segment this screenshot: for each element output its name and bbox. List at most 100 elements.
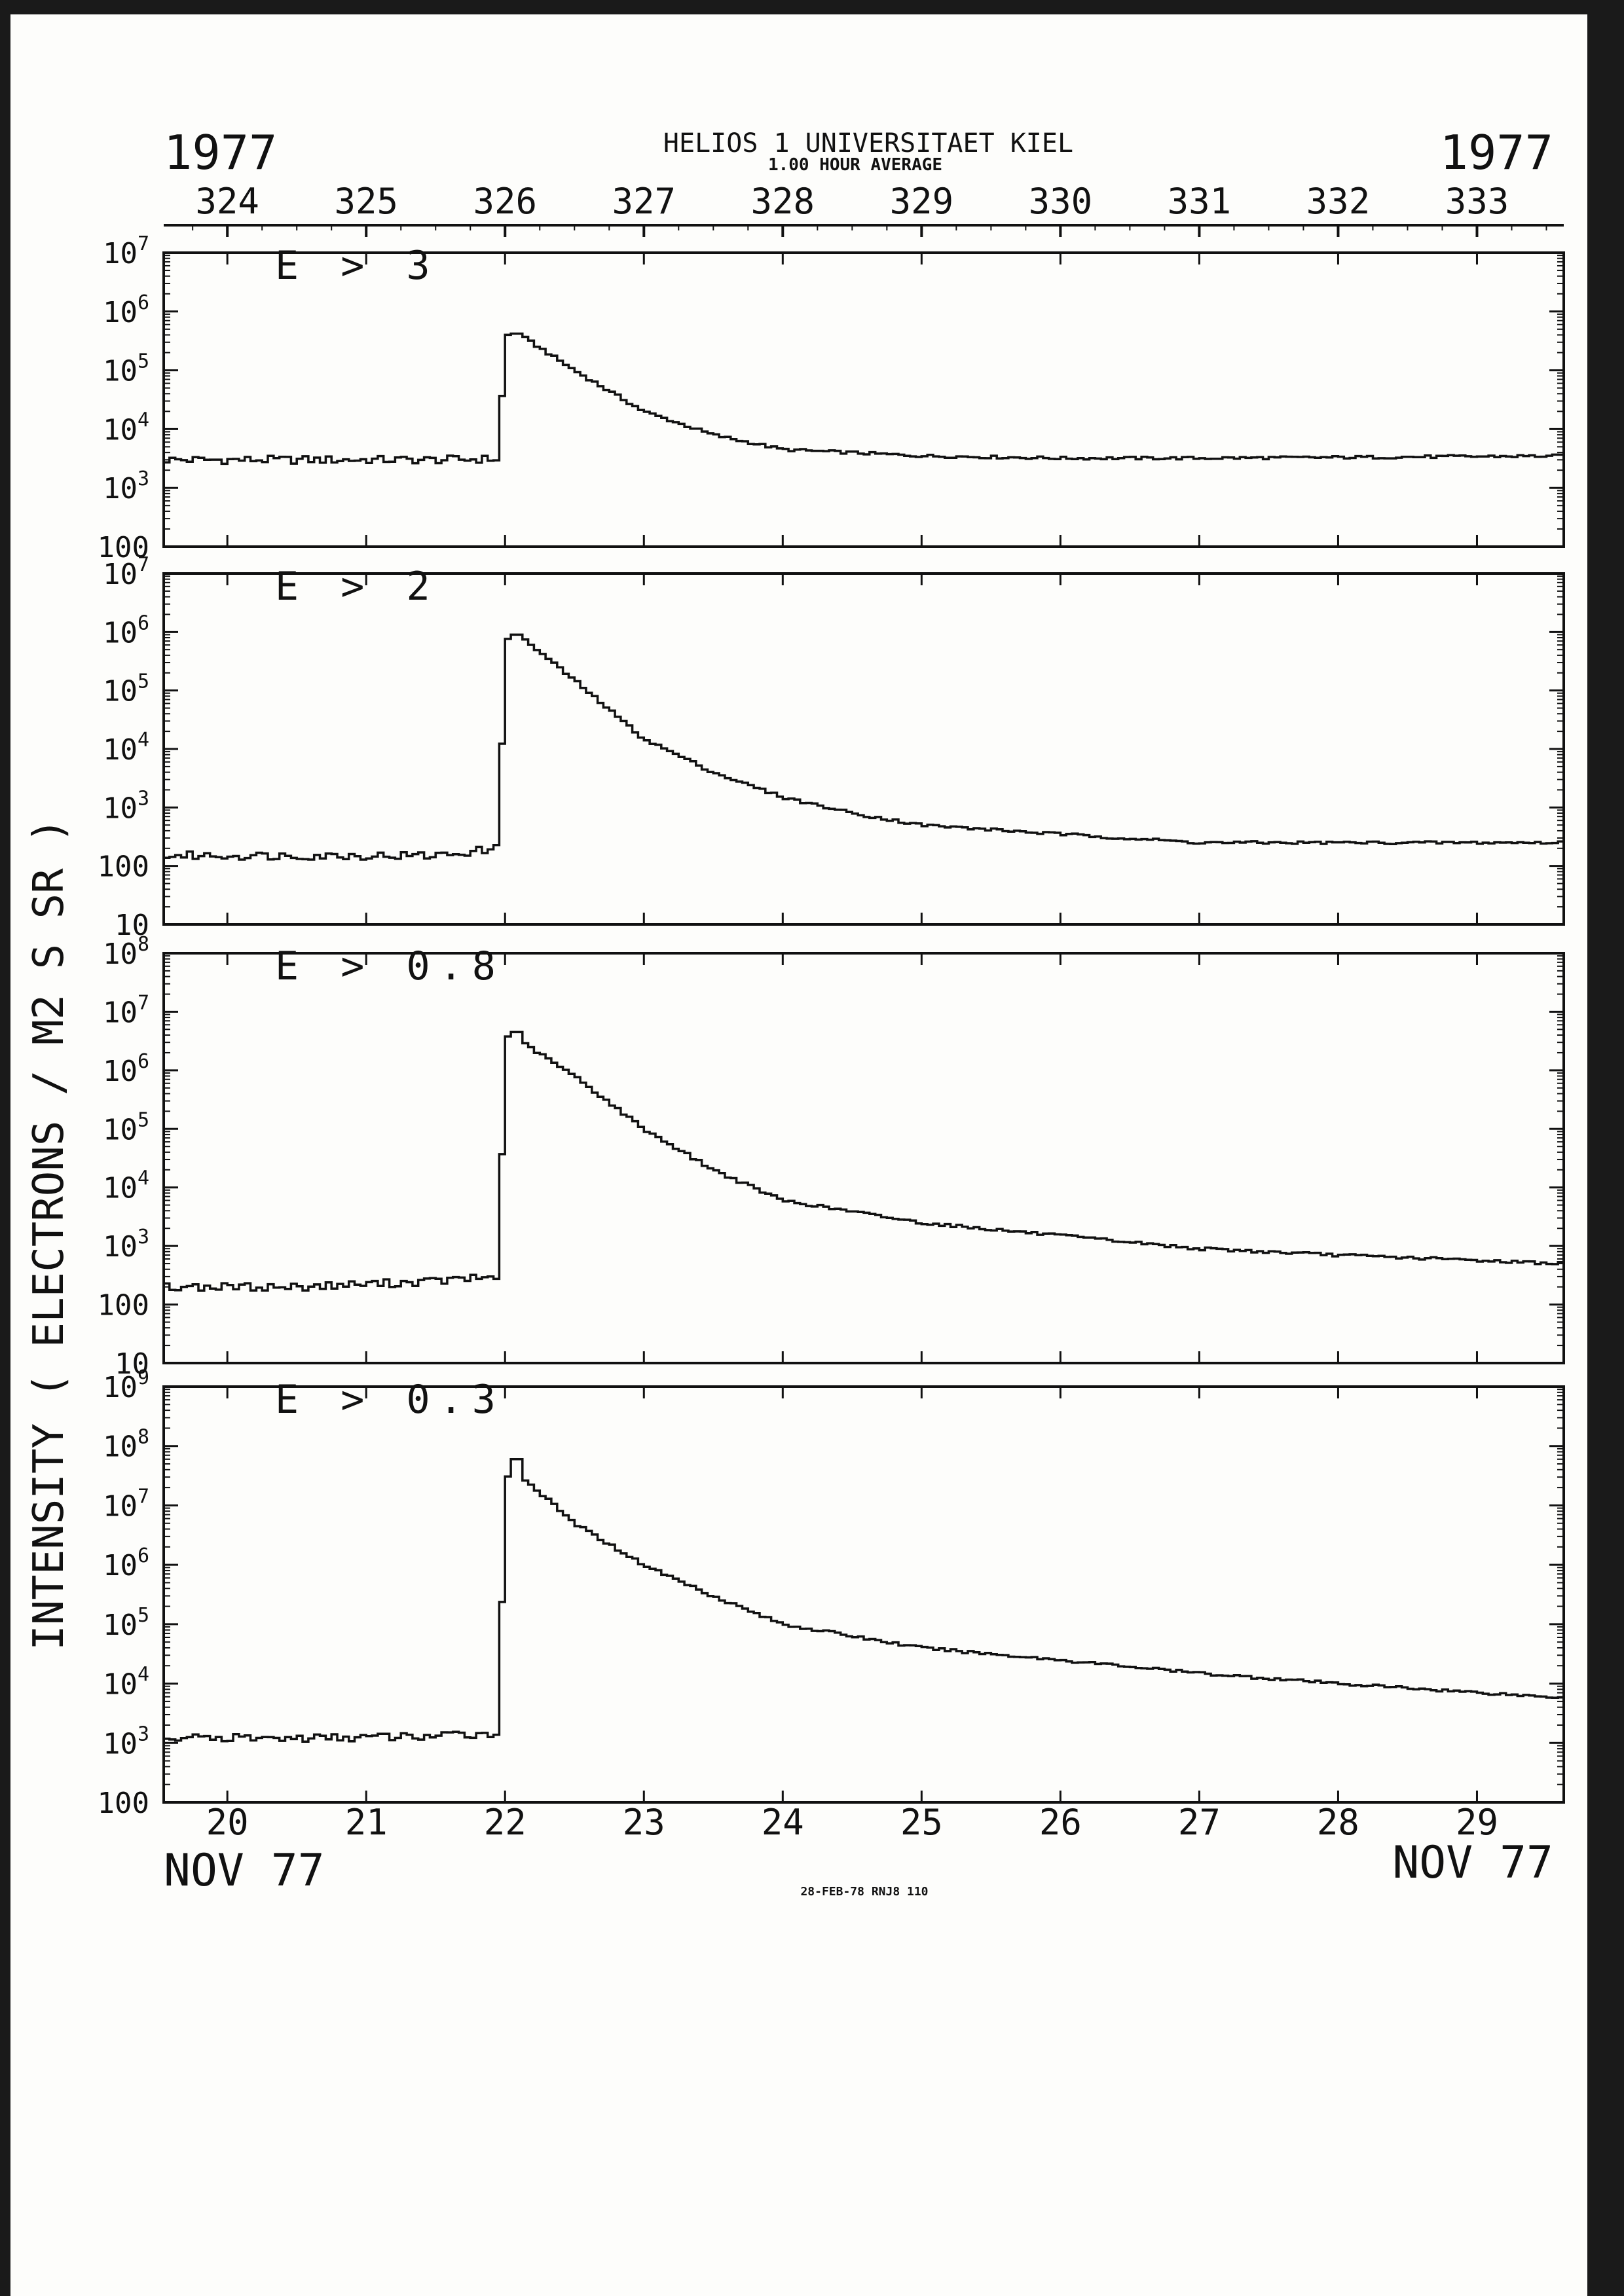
y-tick-base: 10 (103, 237, 138, 270)
doy-label: 325 (334, 181, 398, 222)
doy-label: 327 (612, 181, 676, 222)
y-tick-label: 100 (98, 1289, 149, 1322)
y-tick-base: 10 (103, 996, 138, 1029)
y-tick-base: 10 (103, 1727, 138, 1760)
intensity-series-3 (164, 1030, 1564, 1292)
y-tick-base: 10 (103, 1609, 138, 1642)
y-tick-exponent: 3 (138, 1722, 149, 1745)
day-label: 25 (900, 1802, 943, 1843)
doy-label: 330 (1029, 181, 1093, 222)
y-tick-label: 108 (103, 933, 149, 971)
month-right: NOV 77 (1392, 1837, 1553, 1889)
y-tick-exponent: 8 (138, 1426, 149, 1449)
day-label: 20 (206, 1802, 249, 1843)
y-tick-label: 107 (103, 991, 149, 1029)
y-tick-base: 10 (103, 558, 138, 591)
y-tick-exponent: 6 (138, 291, 149, 314)
chart-subtitle: 1.00 HOUR AVERAGE (768, 155, 942, 175)
paper-sheet (10, 14, 1587, 2296)
y-tick-label: 103 (103, 787, 149, 825)
y-tick-label: 103 (103, 1226, 149, 1264)
y-tick-base: 10 (103, 413, 138, 446)
doy-label: 331 (1168, 181, 1232, 222)
y-tick-exponent: 5 (138, 350, 149, 373)
y-tick-base: 10 (103, 472, 138, 505)
y-tick-base: 10 (103, 1668, 138, 1702)
y-tick-label: 105 (103, 670, 149, 708)
doy-label: 326 (473, 181, 537, 222)
y-tick-exponent: 5 (138, 670, 149, 693)
doy-label: 328 (751, 181, 815, 222)
y-tick-label: 10 (115, 1347, 149, 1381)
y-tick-base: 10 (103, 1113, 138, 1146)
y-tick-base: 10 (103, 1172, 138, 1205)
panel-frame (162, 572, 1565, 926)
y-tick-label: 106 (103, 1050, 149, 1088)
panel-frame (162, 251, 1565, 548)
y-tick-label: 104 (103, 729, 149, 767)
day-label: 28 (1317, 1802, 1359, 1843)
channel-label: E > 2 (275, 564, 439, 610)
year-right: 1977 (1440, 125, 1553, 180)
y-tick-exponent: 9 (138, 1366, 149, 1389)
y-tick-label: 107 (103, 553, 149, 591)
y-tick-base: 10 (103, 1549, 138, 1582)
channel-label: E > 0.3 (275, 1377, 505, 1423)
day-label: 29 (1456, 1802, 1498, 1843)
y-tick-base: 10 (103, 1371, 138, 1404)
y-tick-exponent: 6 (138, 611, 149, 634)
panel-frame (162, 952, 1565, 1364)
y-tick-exponent: 4 (138, 1664, 149, 1686)
y-tick-base: 10 (103, 355, 138, 388)
y-tick-base: 10 (103, 733, 138, 767)
y-tick-label: 100 (98, 531, 149, 564)
month-left: NOV 77 (164, 1845, 325, 1897)
doy-label: 324 (195, 181, 259, 222)
year-left: 1977 (164, 125, 277, 180)
y-tick-base: 10 (103, 296, 138, 329)
y-tick-label: 103 (103, 467, 149, 505)
y-tick-label: 103 (103, 1722, 149, 1760)
y-tick-label: 105 (103, 1108, 149, 1146)
y-tick-exponent: 3 (138, 467, 149, 490)
intensity-series-4 (164, 1458, 1564, 1743)
y-tick-exponent: 4 (138, 729, 149, 752)
scan-border (1587, 0, 1624, 2296)
y-tick-label: 108 (103, 1426, 149, 1464)
y-tick-label: 100 (98, 850, 149, 884)
y-tick-label: 104 (103, 1167, 149, 1205)
y-tick-label: 105 (103, 350, 149, 388)
intensity-series-1 (164, 332, 1564, 465)
day-label: 26 (1039, 1802, 1082, 1843)
y-tick-label: 106 (103, 611, 149, 649)
y-tick-label: 107 (103, 232, 149, 270)
y-tick-exponent: 7 (138, 553, 149, 576)
y-tick-label: 107 (103, 1485, 149, 1523)
y-tick-label: 105 (103, 1604, 149, 1642)
day-label: 21 (345, 1802, 388, 1843)
y-tick-label: 106 (103, 291, 149, 329)
y-tick-base: 10 (103, 792, 138, 825)
chart-title: HELIOS 1 UNIVERSITAET KIEL (663, 128, 1073, 158)
day-label: 27 (1178, 1802, 1221, 1843)
y-tick-exponent: 3 (138, 1226, 149, 1248)
y-tick-exponent: 6 (138, 1050, 149, 1073)
y-tick-label: 106 (103, 1544, 149, 1582)
panel-frame (162, 1385, 1565, 1804)
y-axis-label: INTENSITY ( ELECTRONS / M2 S SR ) (25, 818, 73, 1650)
y-tick-exponent: 8 (138, 933, 149, 956)
y-tick-base: 10 (103, 616, 138, 649)
y-tick-label: 104 (103, 409, 149, 446)
y-tick-exponent: 7 (138, 232, 149, 255)
y-tick-exponent: 6 (138, 1544, 149, 1567)
y-tick-label: 100 (98, 1787, 149, 1820)
y-tick-exponent: 7 (138, 991, 149, 1014)
y-tick-label: 109 (103, 1366, 149, 1404)
channel-label: E > 0.8 (275, 943, 505, 989)
y-tick-exponent: 5 (138, 1604, 149, 1627)
y-tick-exponent: 7 (138, 1485, 149, 1508)
day-label: 22 (484, 1802, 526, 1843)
day-label: 24 (762, 1802, 804, 1843)
y-tick-exponent: 4 (138, 409, 149, 431)
